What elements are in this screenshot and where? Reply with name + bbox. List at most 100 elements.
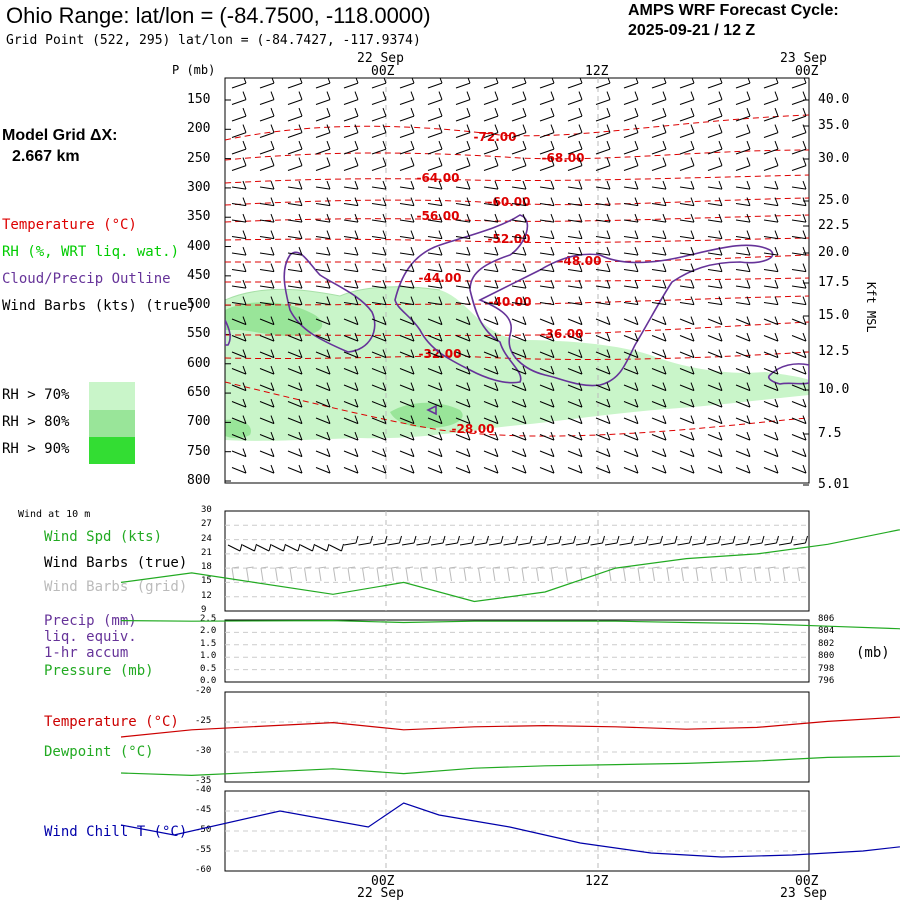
wind-barb: [707, 157, 723, 171]
temp-contour-label: -60.00: [488, 195, 531, 209]
wind-barb: [455, 213, 471, 223]
wind-barb: [651, 91, 667, 105]
wind-barb-true: [662, 535, 678, 546]
wind-barb-true: [619, 535, 634, 546]
wind-barb-grid: [637, 566, 646, 582]
wind-barb: [623, 296, 639, 306]
wind-barb-grid: [333, 566, 341, 582]
wind-barb-true: [604, 535, 620, 546]
wind-barb: [623, 157, 639, 171]
wind-barb: [231, 213, 247, 223]
wind-barb-true: [314, 543, 330, 552]
wind-barb: [511, 332, 527, 342]
wind-barb: [791, 78, 807, 89]
wind-barb: [231, 263, 247, 273]
windchill-tick--40: -40: [195, 785, 212, 795]
cloud-region-d: [767, 363, 809, 385]
wind-barb: [707, 332, 723, 342]
temp-contour-label: -68.00: [542, 151, 585, 165]
wind-barb: [763, 180, 779, 190]
wind-tick-18: 18: [201, 562, 212, 573]
wind-barb-grid: [463, 566, 472, 582]
wind-barb: [231, 464, 247, 474]
wind-barb: [231, 398, 247, 408]
wind-barb-true: [285, 543, 301, 552]
wind-barb-grid: [579, 566, 588, 582]
wind-barb: [791, 382, 807, 392]
wind-barb-grid: [391, 566, 399, 582]
wind-barb: [483, 230, 499, 240]
wind-barb: [343, 230, 359, 240]
wind-barb: [399, 230, 415, 240]
wind-barb: [315, 230, 331, 240]
wind-barb: [735, 140, 751, 155]
wind-barb: [539, 415, 555, 425]
wind-barb: [315, 180, 331, 190]
wind-barb: [371, 448, 387, 458]
wind-barb: [539, 398, 555, 408]
pressure-tick-500: 500: [187, 297, 211, 313]
wind-barb: [791, 140, 807, 155]
wind-barb: [343, 365, 359, 375]
wind-barb: [483, 316, 499, 326]
pressure-tick-800: 800: [187, 473, 211, 488]
pressure-tick-798: 798: [818, 663, 835, 674]
wind-barb: [595, 316, 611, 326]
wind-barb: [511, 263, 527, 273]
wind-barb: [483, 91, 499, 105]
wind-barb-grid: [347, 566, 356, 582]
wind-barb: [287, 107, 303, 122]
wind-barb-grid: [304, 566, 312, 582]
wind-barb: [399, 157, 415, 171]
wind-barb: [651, 230, 667, 240]
wind-barb: [623, 91, 639, 105]
wind-barb-true: [271, 543, 286, 552]
wind-barb: [371, 157, 387, 171]
wind-barb: [315, 78, 331, 89]
wind-barb: [231, 296, 247, 306]
wind-barb: [511, 415, 527, 425]
wind-barb: [595, 157, 611, 171]
wind-barb: [231, 197, 247, 207]
wind-barb: [427, 415, 443, 425]
wind-barb: [399, 415, 415, 425]
wind-barb-grid: [666, 566, 675, 582]
wind-barb: [259, 431, 275, 441]
wind-barb: [707, 78, 723, 89]
wind-barb: [567, 197, 583, 207]
wind-barb: [511, 464, 527, 474]
pressure-tick-804: 804: [818, 626, 835, 637]
wind-barb: [259, 296, 275, 306]
top-time-00z: 00Z: [371, 64, 395, 79]
wind-barb: [623, 180, 639, 190]
wind-barb: [707, 230, 723, 240]
top-date-left: 22 Sep: [357, 51, 404, 66]
wind-barb: [455, 448, 471, 458]
wind-barb: [539, 365, 555, 375]
precip-tick-0.5: 0.5: [200, 663, 217, 674]
wind-barb: [707, 213, 723, 223]
wind-barb: [231, 180, 247, 190]
temp-contour-label: -44.00: [419, 271, 462, 285]
wind-barb: [287, 296, 303, 306]
wind-barb: [539, 382, 555, 392]
wind-barb: [651, 316, 667, 326]
wind-barb: [791, 124, 807, 138]
wind-barb: [483, 180, 499, 190]
wind-tick-12: 12: [201, 590, 212, 601]
wind-barb: [567, 140, 583, 155]
wind-barb-true: [227, 543, 243, 552]
wind-barb: [231, 332, 247, 342]
wind-barb: [707, 349, 723, 359]
wind-barb: [483, 197, 499, 207]
wind-barb: [287, 431, 303, 441]
wind-barb: [455, 157, 471, 171]
cloud-region-b: [394, 214, 529, 384]
wind-barb: [651, 279, 667, 289]
wind-barb: [231, 382, 247, 392]
contour-68: [225, 149, 809, 161]
wind-barb: [735, 398, 751, 408]
wind-barb-true: [416, 535, 431, 546]
wind-barb: [595, 464, 611, 474]
wind-barb: [259, 180, 275, 190]
